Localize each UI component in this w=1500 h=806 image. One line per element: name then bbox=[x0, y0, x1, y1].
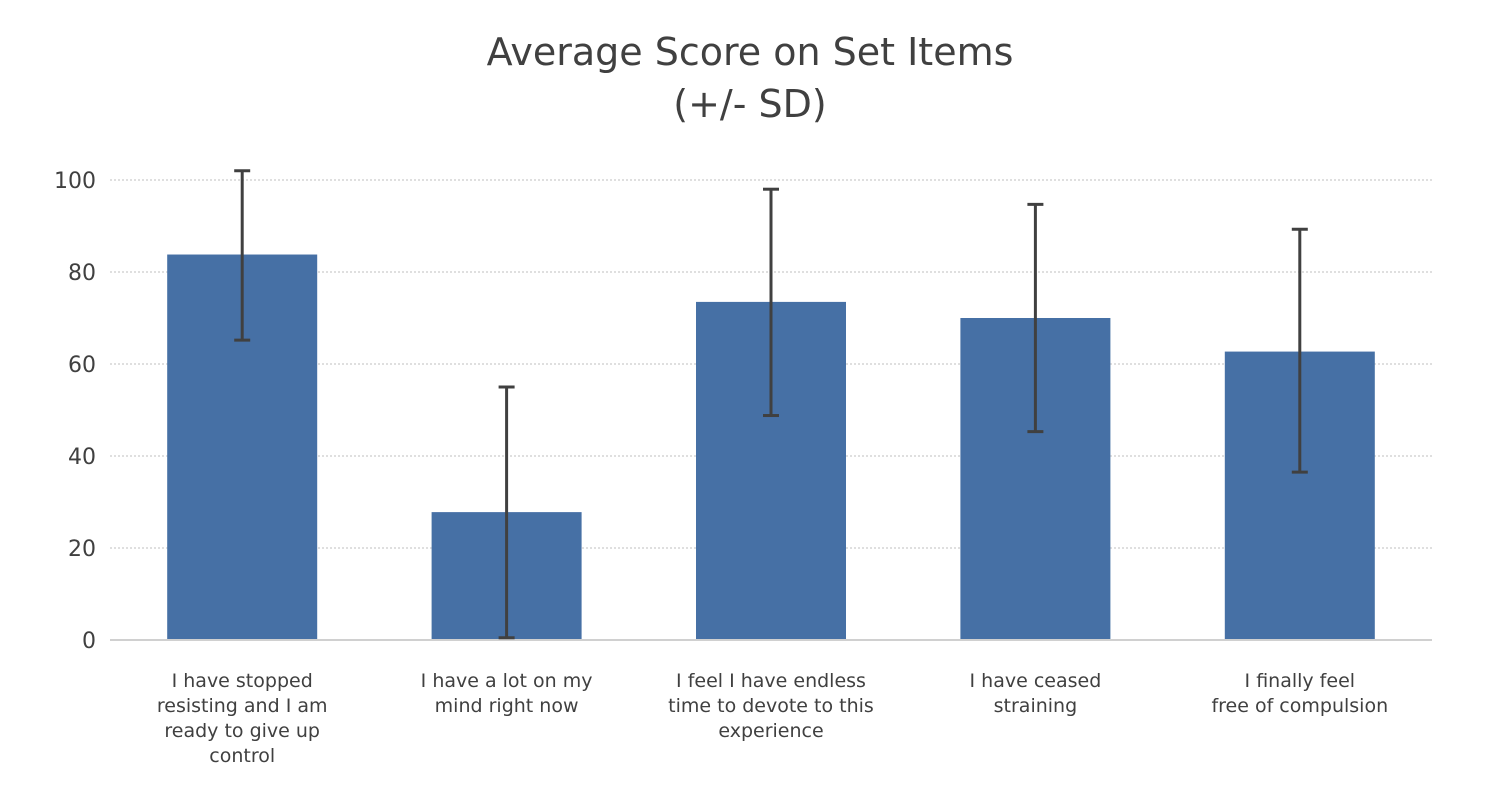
x-tick-label: I finally feel free of compulsion bbox=[1211, 670, 1388, 717]
x-tick-label-line: time to devote to this bbox=[668, 695, 874, 717]
x-tick-label-line: ready to give up bbox=[164, 720, 320, 742]
y-tick-label: 60 bbox=[68, 353, 96, 378]
x-tick-label-line: I have ceased bbox=[970, 670, 1102, 692]
x-tick-label-line: experience bbox=[718, 720, 823, 742]
x-tick-label: I have stopped resisting and I am ready to… bbox=[157, 670, 328, 767]
x-tick-label-line: I finally feel bbox=[1245, 670, 1355, 692]
x-tick-label-line: I have a lot on my bbox=[421, 670, 593, 692]
x-tick-label-line: free of compulsion bbox=[1211, 695, 1388, 717]
x-tick-label-line: resisting and I am bbox=[157, 695, 328, 717]
x-tick-label-line: mind right now bbox=[435, 695, 579, 717]
y-tick-label: 40 bbox=[68, 445, 96, 470]
x-tick-label-line: I have stopped bbox=[172, 670, 313, 692]
y-tick-label: 0 bbox=[82, 629, 96, 654]
y-tick-label: 20 bbox=[68, 537, 96, 562]
y-tick-label: 100 bbox=[54, 169, 96, 194]
x-tick-label: I have ceased straining bbox=[970, 670, 1102, 717]
x-tick-label: I have a lot on my mind right now bbox=[421, 670, 593, 717]
chart-title: Average Score on Set Items bbox=[486, 30, 1014, 74]
chart-subtitle: (+/- SD) bbox=[673, 82, 827, 126]
x-tick-label-line: I feel I have endless bbox=[676, 670, 866, 692]
x-tick-label-line: straining bbox=[994, 695, 1078, 717]
y-tick-label: 80 bbox=[68, 261, 96, 286]
x-tick-label: I feel I have endless time to devote to t… bbox=[668, 670, 874, 742]
x-tick-label-line: control bbox=[209, 745, 275, 767]
